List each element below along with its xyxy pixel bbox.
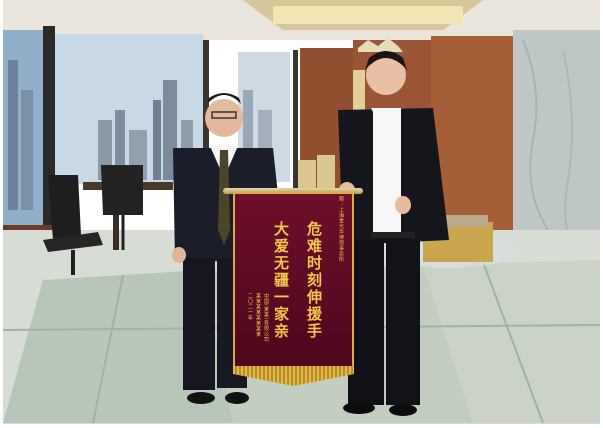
red-pennant: [233, 192, 354, 370]
photo: 赠：上海金光华律师事务所 危难时刻伸援手 大爱无疆一家亲 中国(某某)有限公司 …: [3, 0, 600, 424]
pennant-recipient: 赠：上海金光华律师事务所: [338, 196, 344, 262]
pennant-line-right: 危难时刻伸援手: [305, 221, 323, 340]
pennant-signature-1: 中国(某某)有限公司: [263, 293, 269, 342]
pennant-line-left: 大爱无疆一家亲: [272, 221, 290, 340]
pennant-date: 二〇二一年: [247, 293, 253, 321]
pennant-rod: [223, 188, 363, 194]
pennant-signature-2: 某某某某某某某某: [255, 293, 261, 337]
